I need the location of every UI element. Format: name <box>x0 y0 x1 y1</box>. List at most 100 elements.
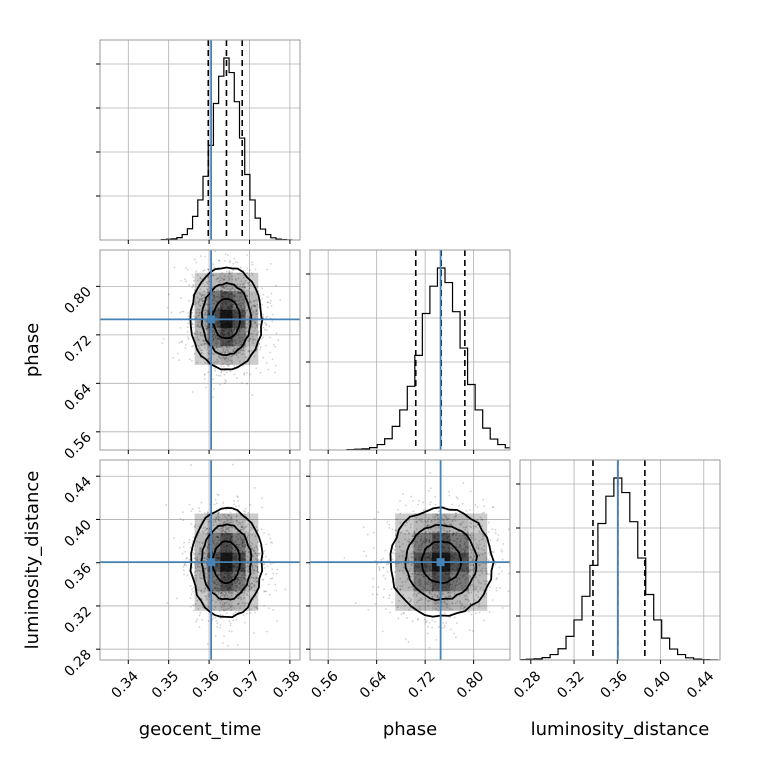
sample-point <box>405 521 408 524</box>
sample-point <box>475 543 478 546</box>
sample-point <box>220 591 223 594</box>
sample-point <box>263 590 265 593</box>
sample-point <box>197 338 199 341</box>
sample-point <box>193 586 195 589</box>
sample-point <box>186 326 189 328</box>
sample-point <box>224 591 227 593</box>
sample-point <box>198 311 201 314</box>
panel-background <box>520 460 720 660</box>
sample-point <box>266 306 269 309</box>
sample-point <box>256 567 259 570</box>
sample-point <box>201 349 204 352</box>
sample-point <box>166 602 169 605</box>
sample-point <box>257 571 259 574</box>
sample-point <box>194 545 196 548</box>
sample-point <box>217 528 219 531</box>
sample-point <box>256 285 259 288</box>
sample-point <box>203 269 206 272</box>
truth-marker <box>436 558 445 567</box>
sample-point <box>265 555 267 558</box>
sample-point <box>449 594 452 597</box>
y-tick-label: 0.56 <box>61 429 94 462</box>
sample-point <box>498 566 501 569</box>
sample-point <box>193 303 196 306</box>
sample-point <box>221 289 223 292</box>
sample-point <box>253 583 256 586</box>
sample-point <box>199 334 202 337</box>
sample-point <box>437 602 440 605</box>
sample-point <box>226 254 229 256</box>
sample-point <box>399 549 402 552</box>
sample-point <box>268 336 271 339</box>
sample-point <box>221 351 224 354</box>
sample-point <box>206 288 208 291</box>
panel-frame <box>99 249 301 451</box>
sample-point <box>199 349 202 352</box>
sample-point <box>260 528 263 531</box>
sample-point <box>214 616 216 619</box>
sample-point <box>212 615 214 617</box>
sample-point <box>426 524 429 526</box>
sample-point <box>268 593 271 596</box>
sample-point <box>412 510 415 513</box>
sample-point <box>193 332 195 335</box>
sample-point <box>465 594 468 597</box>
sample-point <box>232 348 235 351</box>
sample-point <box>178 546 181 549</box>
sample-point <box>408 531 410 534</box>
sample-point <box>242 614 245 617</box>
sample-point <box>199 548 202 550</box>
sample-point <box>455 514 457 517</box>
sample-point <box>207 531 209 534</box>
sample-point <box>190 593 193 596</box>
sample-point <box>207 520 210 523</box>
sample-point <box>396 518 398 521</box>
sample-point <box>234 593 237 596</box>
sample-point <box>251 554 254 557</box>
sample-point <box>240 280 243 283</box>
sample-point <box>208 528 211 531</box>
sample-point <box>475 587 477 590</box>
sample-point <box>443 624 446 627</box>
sample-point <box>191 588 193 591</box>
sample-point <box>407 609 410 611</box>
sample-point <box>245 371 248 374</box>
sample-point <box>225 591 227 594</box>
sample-point <box>488 552 491 554</box>
sample-point <box>212 524 215 526</box>
sample-point <box>228 519 231 521</box>
sample-point <box>250 588 252 591</box>
y-tick-label: 0.44 <box>61 474 94 507</box>
sample-point <box>398 569 401 572</box>
sample-point <box>240 596 242 599</box>
sample-point <box>405 638 407 640</box>
sample-point <box>274 345 277 348</box>
sample-point <box>469 545 472 548</box>
sample-point <box>389 611 391 614</box>
sample-point <box>479 563 482 566</box>
sample-point <box>249 373 252 376</box>
sample-point <box>492 505 495 508</box>
sample-point <box>233 607 236 609</box>
sample-point <box>248 588 251 591</box>
sample-point <box>216 277 219 279</box>
sample-point <box>408 586 411 588</box>
sample-point <box>193 352 196 355</box>
sample-point <box>188 558 191 561</box>
sample-point <box>220 285 223 288</box>
sample-point <box>249 612 252 615</box>
sample-point <box>193 571 196 574</box>
x-tick-label: 0.40 <box>641 668 674 701</box>
sample-point <box>448 591 451 594</box>
sample-point <box>227 357 230 360</box>
sample-point <box>464 528 466 531</box>
sample-point <box>257 306 260 309</box>
sample-point <box>218 610 221 612</box>
sample-point <box>227 514 230 517</box>
sample-point <box>216 346 219 349</box>
sample-point <box>253 355 256 357</box>
sample-point <box>200 590 203 592</box>
sample-point <box>207 268 209 270</box>
sample-point <box>272 609 275 611</box>
sample-point <box>204 322 207 325</box>
